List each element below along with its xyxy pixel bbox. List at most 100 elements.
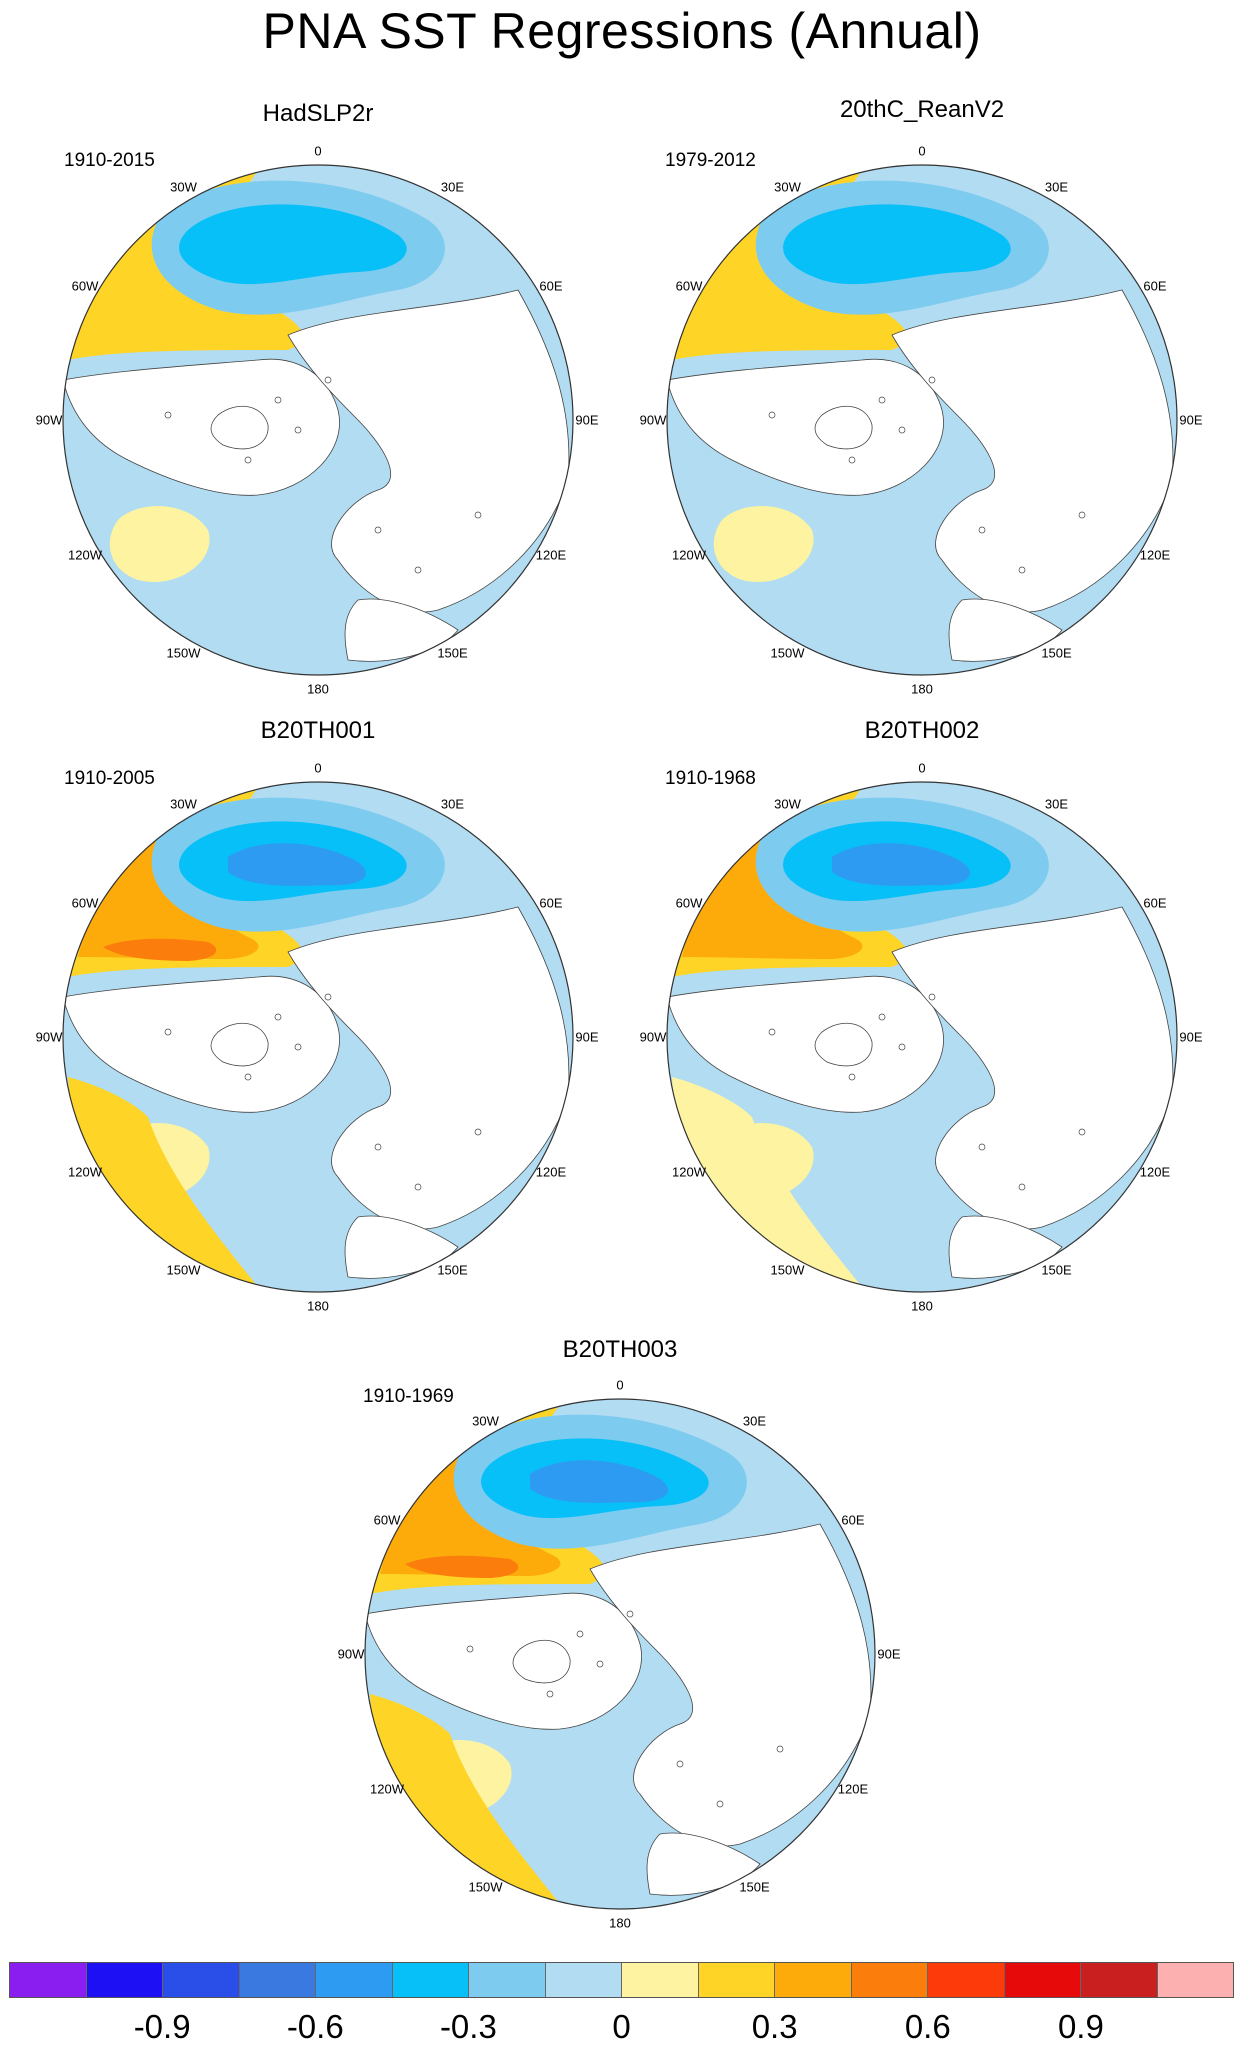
longitude-label: 150E [437, 1262, 468, 1278]
longitude-label: 150W [770, 645, 805, 661]
panel-title: B20TH001 [260, 717, 376, 744]
island-2 [244, 1073, 252, 1081]
longitude-label: 180 [609, 1915, 631, 1931]
longitude-label: 0 [314, 760, 322, 776]
island-4 [978, 526, 986, 534]
island-7 [474, 511, 482, 519]
longitude-label: 30E [440, 179, 465, 195]
longitude-label: 180 [307, 681, 329, 697]
atlantic-warm-band [672, 1077, 862, 1287]
colorbar-tick-label: -0.9 [133, 2008, 191, 2045]
panel-title: B20TH003 [562, 1336, 678, 1363]
island-6 [164, 1028, 172, 1036]
island-6 [164, 411, 172, 419]
longitude-label: 180 [911, 681, 933, 697]
island-5 [716, 1800, 724, 1808]
longitude-label: 0 [314, 143, 322, 159]
colorbar-box [775, 1963, 852, 1997]
island-5 [414, 1183, 422, 1191]
island-6 [768, 411, 776, 419]
longitude-label: 30W [170, 796, 197, 812]
map-border [62, 164, 574, 676]
island-3 [928, 376, 936, 384]
longitude-label: 0 [616, 1377, 624, 1393]
longitude-label: 30W [774, 179, 801, 195]
island-1 [898, 1043, 906, 1051]
longitude-label: 120E [535, 547, 567, 562]
longitude-label: 60W [71, 278, 99, 293]
island-6 [466, 1645, 474, 1653]
island-5 [1018, 1183, 1026, 1191]
cold-pool-core [783, 204, 1011, 285]
cold-pool-max [228, 843, 367, 886]
polar-stereographic-map [62, 164, 574, 676]
sst-field [365, 1399, 875, 1909]
longitude-label: 60W [71, 895, 99, 910]
atlantic-warm-band [370, 1694, 560, 1904]
panel-title: HadSLP2r [262, 100, 374, 127]
island-0 [878, 396, 886, 404]
longitude-label: 90W [35, 1029, 63, 1045]
longitude-label: 60E [539, 895, 563, 910]
island-4 [978, 1143, 986, 1151]
land-mass-0 [667, 358, 944, 496]
longitude-label: 150W [166, 1262, 201, 1278]
land-mass-0 [63, 975, 340, 1113]
cold-pool-max [530, 1460, 669, 1503]
longitude-label: 0 [918, 760, 926, 776]
land-mass-1 [589, 1523, 872, 1847]
island-7 [1078, 1128, 1086, 1136]
warm-max [405, 1555, 519, 1578]
longitude-label: 90W [35, 412, 63, 428]
sst-field [667, 782, 1177, 1292]
longitude-label: 90E [1179, 412, 1203, 428]
island-4 [374, 526, 382, 534]
longitude-label: 150E [437, 645, 468, 661]
cold-pool-core [179, 204, 407, 285]
colorbar-box [392, 1963, 469, 1997]
colorbar-box [10, 1963, 87, 1997]
colorbar-box [239, 1963, 316, 1997]
land-mass-2 [814, 406, 873, 450]
island-7 [474, 1128, 482, 1136]
land-mass-0 [365, 1592, 642, 1730]
colorbar-box [163, 1963, 240, 1997]
map-border [62, 781, 574, 1293]
sst-field [667, 165, 1177, 675]
panel-period: 1910-1968 [665, 768, 756, 789]
panel-period: 1979-2012 [665, 150, 756, 171]
longitude-label: 120W [672, 547, 707, 562]
island-7 [776, 1745, 784, 1753]
island-1 [294, 1043, 302, 1051]
longitude-label: 60E [1143, 895, 1167, 910]
longitude-label: 60E [539, 278, 563, 293]
land-mass-2 [210, 406, 269, 450]
island-0 [576, 1630, 584, 1638]
land-mass-0 [63, 358, 340, 496]
colorbar-box [1157, 1963, 1233, 1997]
colorbar-tick-label: 0 [612, 2008, 631, 2045]
island-2 [546, 1690, 554, 1698]
colorbar-tick-label: 0.3 [751, 2008, 798, 2045]
warm-max [103, 938, 217, 961]
longitude-label: 90E [877, 1646, 901, 1662]
land-mass-0 [667, 975, 944, 1113]
map-border [666, 164, 1178, 676]
longitude-label: 150W [770, 1262, 805, 1278]
island-3 [928, 993, 936, 1001]
longitude-label: 150E [739, 1879, 770, 1895]
colorbar-box [316, 1963, 393, 1997]
island-0 [878, 1013, 886, 1021]
polar-stereographic-map [364, 1398, 876, 1910]
island-1 [596, 1660, 604, 1668]
panel-period: 1910-2005 [64, 768, 155, 789]
longitude-label: 60W [675, 895, 703, 910]
sst-field [63, 165, 573, 675]
longitude-label: 30E [440, 796, 465, 812]
figure-title: PNA SST Regressions (Annual) [262, 3, 982, 59]
island-5 [1018, 566, 1026, 574]
colorbar-tick-label: -0.6 [286, 2008, 344, 2045]
colorbar-box [86, 1963, 163, 1997]
longitude-label: 150E [1041, 645, 1072, 661]
island-3 [324, 376, 332, 384]
